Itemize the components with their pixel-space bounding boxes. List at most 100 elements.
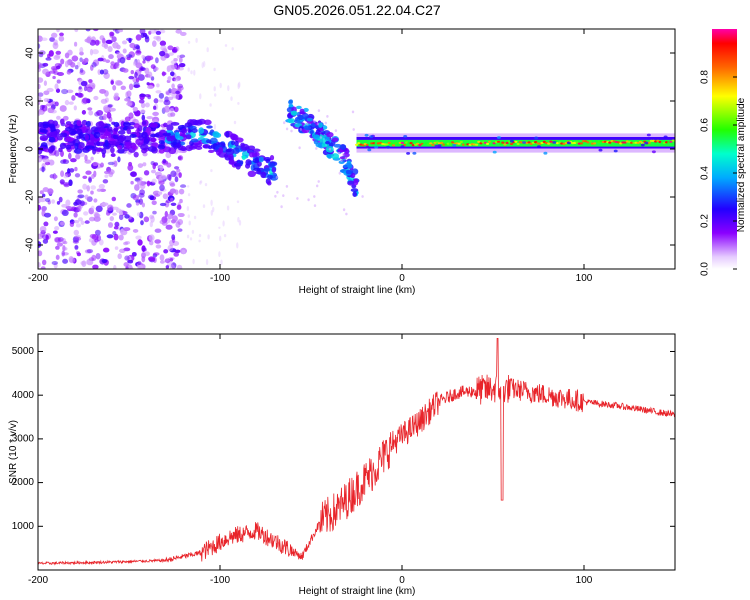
noise-point <box>163 105 171 113</box>
noise-point <box>59 118 65 125</box>
branch-point <box>296 105 302 110</box>
noise-point <box>173 252 180 257</box>
noise-point <box>147 85 154 90</box>
stable-line-point <box>440 141 444 144</box>
noise-point <box>55 245 60 250</box>
stable-line-point <box>656 139 660 142</box>
noise-point <box>149 29 157 34</box>
y-tick-label: 4000 <box>12 390 35 401</box>
noise-point <box>56 79 61 84</box>
noise-point <box>178 172 182 178</box>
main-band-point <box>142 120 147 125</box>
noise-point <box>93 211 100 217</box>
branch-point <box>338 160 345 164</box>
main-band-point <box>208 149 215 154</box>
noise-point <box>91 62 97 68</box>
noise-point <box>100 98 108 104</box>
y-tick-label: 1000 <box>12 521 35 532</box>
noise-point <box>61 250 65 257</box>
noise-point <box>68 257 76 264</box>
noise-point <box>79 46 84 54</box>
noise-point <box>74 29 79 33</box>
stable-line-point <box>374 145 379 149</box>
branch-point <box>288 100 293 105</box>
noise-point <box>96 188 102 192</box>
main-band-point <box>117 130 126 135</box>
noise-point <box>117 156 121 163</box>
noise-point <box>122 48 127 54</box>
noise-point <box>171 262 177 269</box>
noise-point <box>71 55 79 62</box>
noise-point <box>99 88 107 94</box>
stable-line-point <box>613 149 618 153</box>
main-band-point <box>131 145 138 150</box>
stable-line-point <box>501 141 505 144</box>
noise-point <box>53 39 58 46</box>
x-tick-label: -200 <box>28 575 48 586</box>
noise-point <box>117 58 121 63</box>
noise-point <box>167 45 174 51</box>
stable-line-point <box>547 142 551 145</box>
branch-point <box>340 144 347 150</box>
noise-point <box>175 29 182 34</box>
noise-point <box>159 165 164 171</box>
noise-point <box>88 257 95 262</box>
main-band-point <box>247 145 256 151</box>
stable-line-point <box>394 142 398 145</box>
noise-point <box>82 175 88 180</box>
noise-point <box>41 259 47 266</box>
spectrogram-xlabel: Height of straight line (km) <box>299 285 416 296</box>
noise-point <box>52 42 59 50</box>
noise-point <box>65 199 71 207</box>
noise-point <box>77 217 84 222</box>
noise-point <box>140 102 146 109</box>
main-band-point <box>50 145 56 151</box>
noise-point <box>152 111 159 116</box>
main-band-point <box>158 136 166 142</box>
main-band-point <box>191 128 198 134</box>
noise-point <box>152 210 157 215</box>
y-tick-label: 20 <box>25 95 36 107</box>
branch-point <box>311 123 316 128</box>
branch-point <box>287 118 296 124</box>
noise-point <box>123 262 129 267</box>
noise-point <box>144 251 150 257</box>
noise-point <box>144 102 150 108</box>
noise-point <box>146 180 151 187</box>
stable-line-point <box>534 141 538 144</box>
noise-point <box>233 120 237 125</box>
noise-point <box>45 198 51 203</box>
noise-point <box>285 185 289 188</box>
noise-point <box>127 164 134 171</box>
noise-point <box>82 97 89 104</box>
stable-line-point <box>490 141 494 144</box>
main-band-point <box>126 126 135 130</box>
snr-ylabel: SNR (10 * v/v) <box>8 420 19 484</box>
noise-point <box>195 37 198 43</box>
noise-point <box>55 254 60 260</box>
noise-point <box>90 205 95 211</box>
noise-point <box>74 236 82 241</box>
branch-point <box>313 134 320 140</box>
noise-point <box>62 159 70 165</box>
noise-point <box>180 184 187 188</box>
noise-point <box>95 205 103 213</box>
noise-point <box>214 93 217 97</box>
noise-point <box>142 60 146 64</box>
noise-point <box>112 212 117 216</box>
noise-point <box>88 207 94 215</box>
noise-point <box>213 86 216 92</box>
x-tick-label: 100 <box>576 273 593 284</box>
noise-point <box>186 234 190 239</box>
noise-point <box>152 162 157 170</box>
main-band-point <box>223 153 229 158</box>
noise-point <box>80 80 88 87</box>
noise-point <box>38 53 44 58</box>
noise-point <box>220 259 223 266</box>
main-band-point <box>234 140 239 147</box>
noise-point <box>296 197 299 200</box>
noise-point <box>55 88 61 93</box>
stable-line-point <box>671 139 675 142</box>
noise-point <box>90 190 94 195</box>
